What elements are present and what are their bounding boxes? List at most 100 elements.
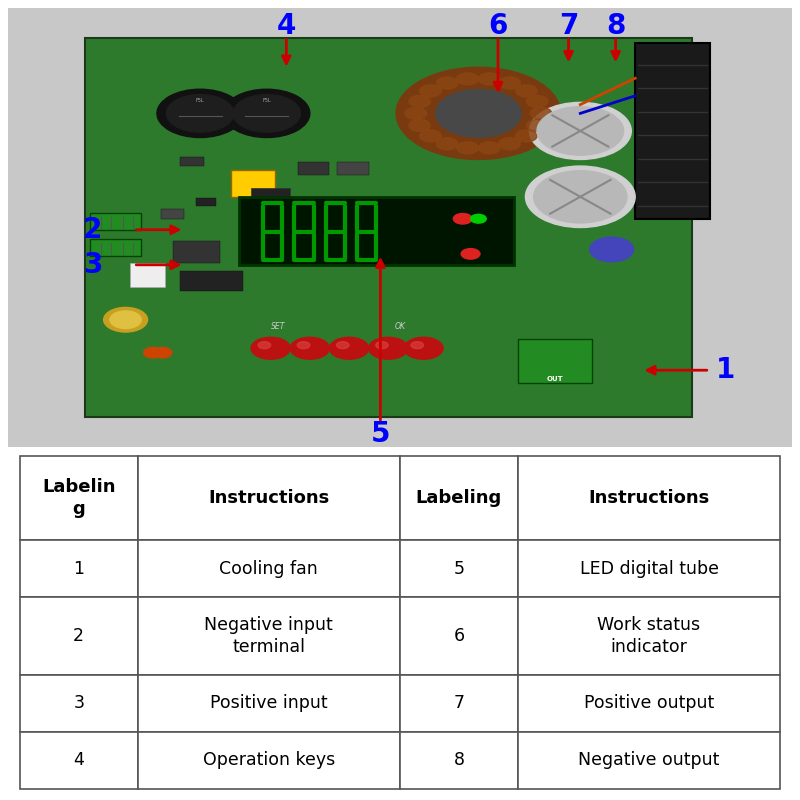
Circle shape <box>516 85 537 97</box>
FancyBboxPatch shape <box>239 197 514 265</box>
Circle shape <box>405 107 426 119</box>
FancyBboxPatch shape <box>138 540 400 597</box>
Circle shape <box>454 214 472 224</box>
Circle shape <box>369 338 408 359</box>
Circle shape <box>110 311 142 329</box>
Text: 2: 2 <box>83 216 102 244</box>
FancyBboxPatch shape <box>400 674 518 732</box>
FancyBboxPatch shape <box>400 597 518 674</box>
Text: 4: 4 <box>74 751 84 769</box>
Text: Labelin
g: Labelin g <box>42 478 115 518</box>
FancyBboxPatch shape <box>251 188 290 208</box>
Circle shape <box>376 342 388 349</box>
Text: Instructions: Instructions <box>589 489 710 507</box>
FancyBboxPatch shape <box>400 732 518 789</box>
FancyBboxPatch shape <box>20 674 138 732</box>
FancyBboxPatch shape <box>298 162 330 175</box>
Text: 8: 8 <box>606 11 626 39</box>
Circle shape <box>530 102 631 159</box>
Text: 1: 1 <box>73 560 84 578</box>
Circle shape <box>534 170 627 223</box>
Text: Labeling: Labeling <box>416 489 502 507</box>
Circle shape <box>420 130 441 142</box>
Circle shape <box>290 338 330 359</box>
Circle shape <box>530 107 552 119</box>
FancyBboxPatch shape <box>196 198 216 206</box>
FancyBboxPatch shape <box>138 674 400 732</box>
FancyBboxPatch shape <box>400 540 518 597</box>
Circle shape <box>330 338 369 359</box>
Circle shape <box>409 95 430 107</box>
Text: F5L: F5L <box>262 98 271 102</box>
Circle shape <box>157 90 243 138</box>
FancyBboxPatch shape <box>85 38 692 417</box>
Text: 3: 3 <box>73 694 84 712</box>
Circle shape <box>420 85 441 97</box>
Text: LED digital tube: LED digital tube <box>579 560 718 578</box>
FancyBboxPatch shape <box>338 162 369 175</box>
FancyBboxPatch shape <box>518 339 592 383</box>
Text: SET: SET <box>271 322 286 331</box>
FancyBboxPatch shape <box>130 262 165 286</box>
Text: 1: 1 <box>716 356 735 384</box>
Circle shape <box>499 77 520 89</box>
Text: 2: 2 <box>73 627 84 645</box>
Text: 7: 7 <box>559 11 578 39</box>
FancyBboxPatch shape <box>138 597 400 674</box>
Circle shape <box>516 130 537 142</box>
FancyBboxPatch shape <box>138 456 400 540</box>
Text: 3: 3 <box>83 251 102 279</box>
Text: 5: 5 <box>370 420 390 448</box>
Circle shape <box>526 95 548 107</box>
Circle shape <box>499 138 520 150</box>
Circle shape <box>526 119 548 131</box>
Circle shape <box>537 106 624 155</box>
FancyBboxPatch shape <box>20 540 138 597</box>
Text: Positive output: Positive output <box>584 694 714 712</box>
Circle shape <box>470 214 486 223</box>
Circle shape <box>457 142 478 154</box>
Circle shape <box>526 166 635 227</box>
FancyBboxPatch shape <box>20 732 138 789</box>
FancyBboxPatch shape <box>518 456 780 540</box>
Circle shape <box>258 342 270 349</box>
Text: 7: 7 <box>454 694 465 712</box>
Circle shape <box>411 342 423 349</box>
FancyBboxPatch shape <box>173 241 220 262</box>
FancyBboxPatch shape <box>161 209 184 218</box>
Circle shape <box>457 73 478 85</box>
Circle shape <box>153 347 172 358</box>
FancyBboxPatch shape <box>90 239 142 256</box>
Text: Operation keys: Operation keys <box>202 751 335 769</box>
Text: Cooling fan: Cooling fan <box>219 560 318 578</box>
FancyBboxPatch shape <box>181 271 243 291</box>
Circle shape <box>233 94 300 132</box>
Text: 6: 6 <box>454 627 465 645</box>
FancyBboxPatch shape <box>20 456 138 540</box>
Text: Instructions: Instructions <box>208 489 330 507</box>
Circle shape <box>435 90 522 138</box>
Circle shape <box>144 347 162 358</box>
Text: 6: 6 <box>488 11 508 39</box>
Circle shape <box>437 138 458 150</box>
Circle shape <box>224 90 310 138</box>
Text: 5: 5 <box>454 560 465 578</box>
Text: F5L: F5L <box>196 98 204 102</box>
Text: OUT: OUT <box>546 376 562 382</box>
Circle shape <box>461 249 480 259</box>
Text: Negative input
terminal: Negative input terminal <box>205 616 333 656</box>
Circle shape <box>251 338 290 359</box>
FancyBboxPatch shape <box>400 456 518 540</box>
FancyBboxPatch shape <box>518 732 780 789</box>
Circle shape <box>404 338 443 359</box>
Circle shape <box>409 119 430 131</box>
FancyBboxPatch shape <box>518 597 780 674</box>
Circle shape <box>166 94 234 132</box>
Text: 8: 8 <box>454 751 465 769</box>
Text: Negative output: Negative output <box>578 751 720 769</box>
Circle shape <box>337 342 349 349</box>
Text: Work status
indicator: Work status indicator <box>598 616 701 656</box>
Circle shape <box>104 307 147 332</box>
Circle shape <box>590 237 634 262</box>
FancyBboxPatch shape <box>518 674 780 732</box>
